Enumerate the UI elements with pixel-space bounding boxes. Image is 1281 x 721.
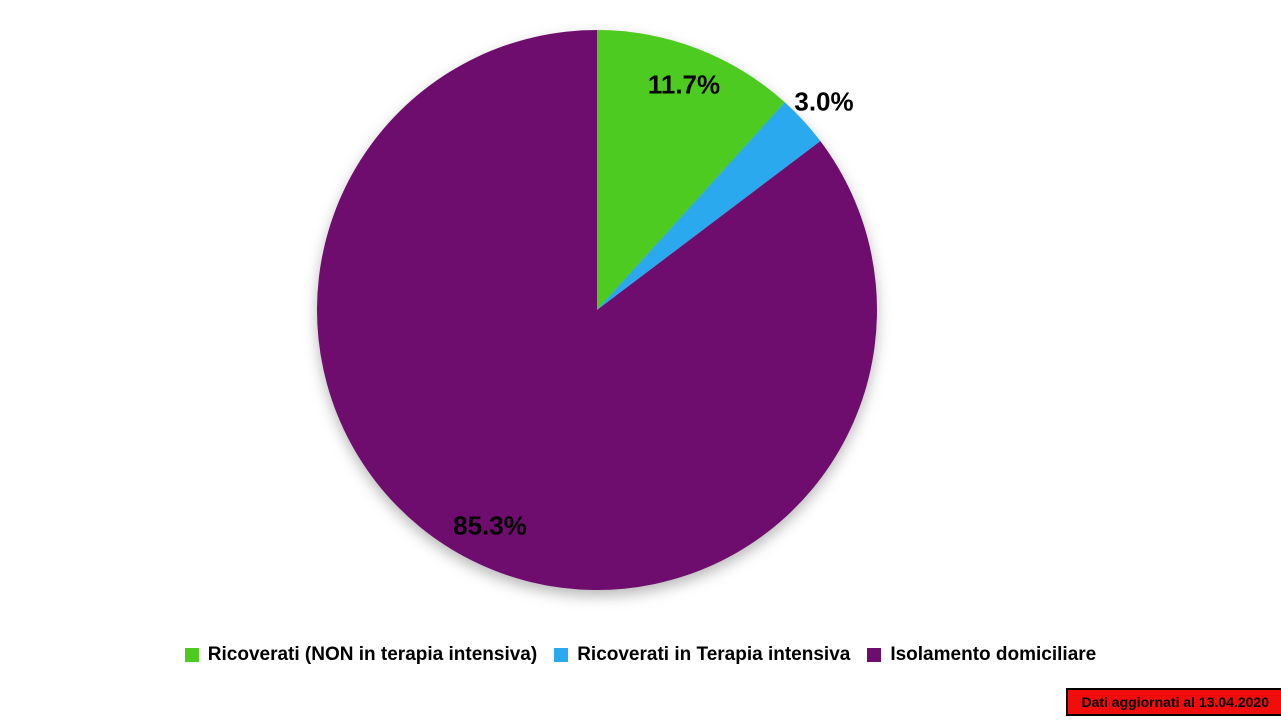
legend-label: Ricoverati (NON in terapia intensiva) (207, 644, 538, 665)
pie-data-label-isolamento-domiciliare: 85.3% (453, 510, 527, 541)
legend-swatch-blue (554, 648, 569, 662)
legend-swatch-green (184, 648, 199, 662)
updated-date-badge: Dati aggiornati al 13.04.2020 (1066, 688, 1281, 716)
pie-slice-1 (597, 30, 785, 310)
pie-slice-2 (597, 102, 821, 310)
legend: Ricoverati (NON in terapia intensiva) Ri… (0, 644, 1281, 666)
legend-label: Isolamento domiciliare (890, 644, 1097, 665)
legend-label: Ricoverati in Terapia intensiva (577, 644, 851, 665)
legend-item-terapia-intensiva: Ricoverati in Terapia intensiva (554, 644, 850, 666)
legend-swatch-purple (867, 648, 882, 662)
pie-data-label-terapia-intensiva: 3.0% (794, 86, 854, 117)
pie-data-label-ricoverati-non-ti: 11.7% (647, 69, 721, 100)
legend-item-isolamento-domiciliare: Isolamento domiciliare (867, 644, 1096, 666)
legend-item-ricoverati-non-ti: Ricoverati (NON in terapia intensiva) (184, 644, 538, 666)
pie-slice-3 (316, 30, 877, 590)
